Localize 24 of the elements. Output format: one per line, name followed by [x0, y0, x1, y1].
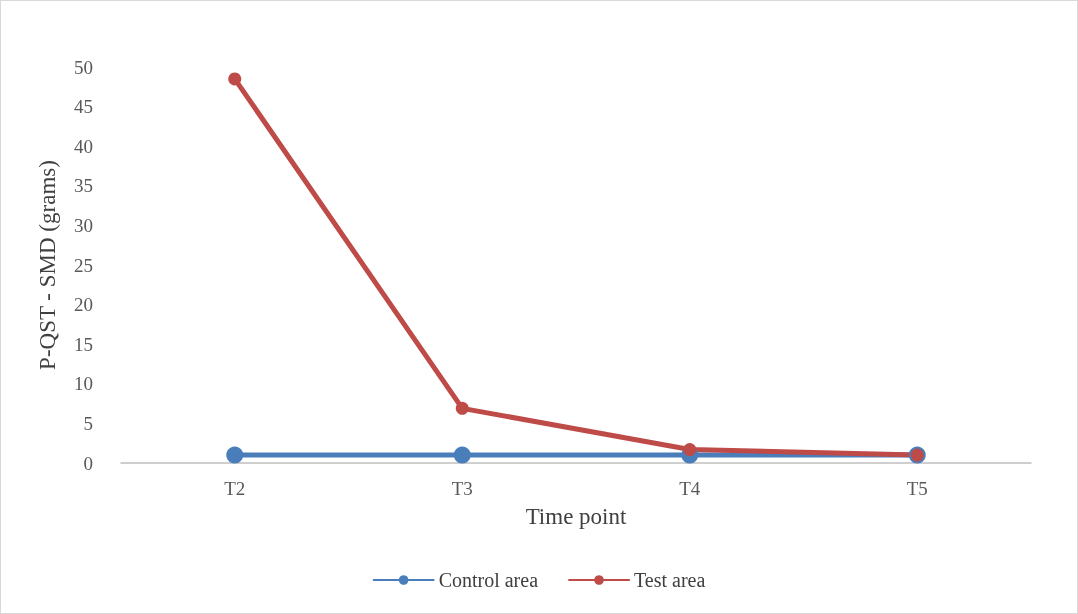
x-tick-label: T4: [679, 478, 701, 499]
y-tick-label: 25: [74, 254, 93, 276]
y-tick-label: 30: [74, 214, 93, 236]
y-tick-label: 45: [74, 96, 93, 118]
x-tick-label: T5: [906, 478, 928, 499]
point: [455, 401, 469, 415]
x-tick-label: T2: [224, 478, 246, 499]
point: [683, 443, 697, 457]
legend-label: Control area: [438, 569, 539, 591]
y-tick-label: 40: [74, 135, 93, 157]
y-tick-label: 5: [83, 412, 93, 434]
point: [453, 446, 471, 464]
y-tick-label: 20: [74, 294, 93, 316]
y-axis-title: P-QST - SMD (grams): [35, 160, 60, 370]
legend-label: Test area: [634, 569, 706, 591]
y-tick-label: 0: [83, 452, 93, 474]
point: [228, 72, 242, 86]
y-tick-label: 10: [74, 373, 93, 395]
y-tick-label: 35: [74, 175, 93, 197]
x-axis-title: Time point: [525, 504, 627, 529]
x-tick-label: T3: [451, 478, 473, 499]
point: [226, 446, 244, 464]
y-tick-label: 15: [74, 333, 93, 355]
y-tick-label: 50: [74, 56, 93, 78]
